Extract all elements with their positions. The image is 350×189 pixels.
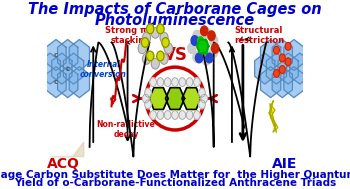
Circle shape [142,94,149,103]
Circle shape [211,43,219,53]
Polygon shape [284,67,304,98]
Circle shape [193,52,201,62]
Circle shape [186,78,193,87]
Text: c: c [66,66,70,72]
Text: Yield of o-Carborane-Functionalized Anthracene Triads: Yield of o-Carborane-Functionalized Anth… [14,178,336,188]
Polygon shape [284,40,304,70]
Polygon shape [58,67,78,98]
Circle shape [151,27,159,38]
Circle shape [201,26,208,36]
Circle shape [142,32,150,43]
Circle shape [186,111,193,119]
Circle shape [172,78,178,87]
Text: c: c [54,79,58,85]
Circle shape [164,111,171,119]
Circle shape [147,51,154,61]
Text: VS: VS [162,46,188,64]
Circle shape [274,46,279,54]
Polygon shape [270,103,278,132]
Circle shape [164,78,171,87]
Circle shape [201,94,208,103]
Circle shape [179,111,186,119]
Polygon shape [63,53,84,84]
Circle shape [147,24,154,34]
Circle shape [279,54,285,62]
Polygon shape [260,40,281,70]
Circle shape [151,58,159,69]
Polygon shape [182,88,201,109]
Circle shape [191,36,198,45]
Circle shape [198,43,203,51]
Text: Cage Carbon Substitute Does Matter for  the Higher Quantum: Cage Carbon Substitute Does Matter for t… [0,170,350,180]
Circle shape [157,51,164,61]
Circle shape [202,27,210,38]
Polygon shape [272,67,292,98]
Polygon shape [290,53,310,84]
Text: Internal
conversion: Internal conversion [80,60,127,79]
Circle shape [141,38,149,47]
Circle shape [193,30,201,41]
Polygon shape [52,53,72,84]
Polygon shape [166,88,184,109]
Polygon shape [255,53,275,84]
Polygon shape [69,40,90,70]
Circle shape [164,43,173,54]
Circle shape [202,55,210,65]
Circle shape [162,38,169,47]
Circle shape [210,47,218,57]
Polygon shape [269,101,277,132]
Circle shape [210,35,218,46]
Text: Photoluminescence: Photoluminescence [95,13,255,28]
Circle shape [145,88,151,97]
Polygon shape [272,40,292,70]
Circle shape [160,54,168,64]
Circle shape [285,43,291,50]
Text: Non-radictive
decay: Non-radictive decay [97,120,155,139]
Polygon shape [69,67,90,98]
Circle shape [198,37,203,44]
Circle shape [202,40,208,47]
Circle shape [172,111,178,119]
Circle shape [194,78,200,87]
Circle shape [195,53,203,63]
Circle shape [188,43,196,54]
Polygon shape [46,67,66,98]
Circle shape [142,54,150,64]
Text: Structural
restriction: Structural restriction [234,26,284,45]
Circle shape [202,46,208,54]
Circle shape [157,78,164,87]
Circle shape [206,53,213,63]
Circle shape [208,31,215,40]
Polygon shape [46,40,66,70]
Text: AIE: AIE [272,157,297,171]
Circle shape [157,24,164,34]
Circle shape [199,100,205,109]
Polygon shape [51,142,84,157]
Circle shape [179,78,186,87]
Circle shape [138,43,146,54]
Circle shape [157,111,164,119]
Circle shape [145,100,151,109]
Polygon shape [149,88,168,109]
Polygon shape [260,67,281,98]
Text: ACQ: ACQ [47,157,80,171]
Circle shape [279,66,285,73]
Circle shape [194,111,200,119]
Polygon shape [58,40,78,70]
Text: Strong π-π
stacking: Strong π-π stacking [105,26,157,45]
Polygon shape [40,53,60,84]
Text: c: c [54,52,58,58]
Circle shape [285,58,291,66]
Polygon shape [278,53,298,84]
Circle shape [150,78,156,87]
Circle shape [160,32,168,43]
Text: The Impacts of Carborane Cages on: The Impacts of Carborane Cages on [28,2,322,17]
Circle shape [274,70,279,77]
Polygon shape [266,53,287,84]
Circle shape [150,111,156,119]
Circle shape [199,88,205,97]
